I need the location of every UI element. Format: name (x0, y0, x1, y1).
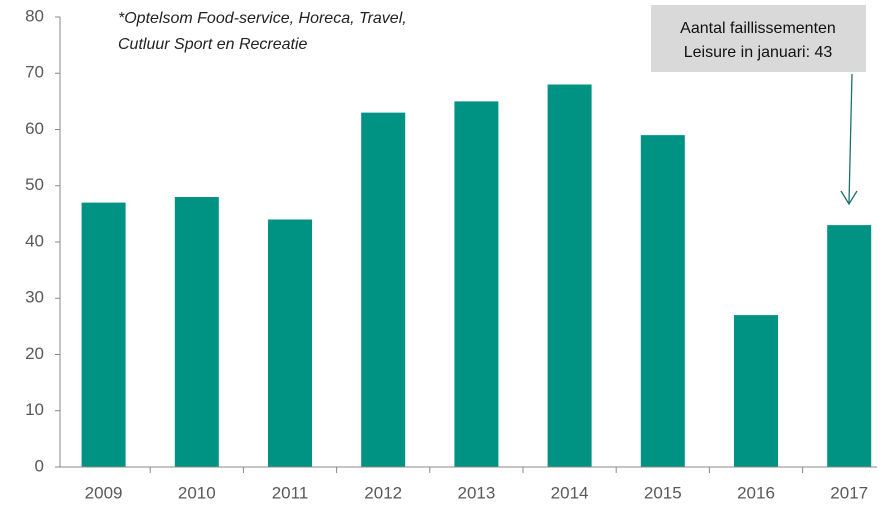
arrow-head (840, 190, 858, 206)
y-tick-label: 60 (25, 119, 44, 138)
annotation-arrow (848, 73, 853, 204)
x-tick-label: 2016 (737, 483, 775, 502)
bar (174, 197, 219, 467)
bar (734, 315, 778, 467)
note: Cutluur Sport en Recreatie (118, 36, 308, 53)
bar (81, 202, 126, 467)
annotation-box (651, 5, 866, 72)
x-tick-label: 2009 (85, 483, 123, 502)
bar (454, 101, 499, 467)
x-tick-label: 2011 (272, 483, 309, 502)
y-tick-label: 70 (25, 63, 44, 82)
x-tick-label: 2012 (364, 483, 402, 502)
y-tick-label: 80 (25, 6, 44, 25)
y-tick-label: 20 (25, 344, 44, 363)
y-tick-label: 50 (25, 175, 44, 194)
x-tick-label: 2014 (551, 483, 589, 502)
x-tick-label: 2015 (644, 483, 682, 502)
annotation: Leisure in januari: 43 (684, 44, 833, 61)
bar (547, 84, 592, 467)
bar (827, 225, 872, 467)
y-tick-label: 10 (25, 400, 44, 419)
y-tick-label: 0 (35, 456, 44, 475)
bar (268, 219, 312, 467)
x-tick-label: 2017 (830, 483, 868, 502)
y-tick-label: 30 (25, 288, 44, 307)
x-tick-label: 2010 (178, 483, 216, 502)
note: *Optelsom Food-service, Horeca, Travel, (118, 10, 407, 27)
bar (361, 112, 406, 467)
annotation: Aantal faillissementen (680, 20, 836, 37)
y-tick-label: 40 (25, 231, 44, 250)
bar (640, 135, 685, 467)
x-tick-label: 2013 (457, 483, 495, 502)
